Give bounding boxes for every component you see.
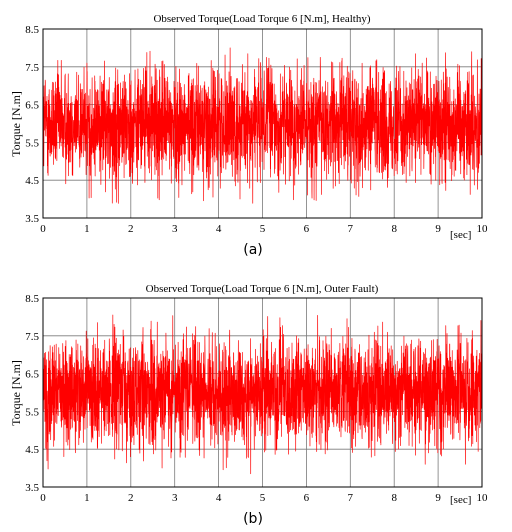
x-tick-label: 8 xyxy=(391,492,397,504)
x-axis-unit-a: [sec] xyxy=(450,229,471,241)
y-tick-label: 8.5 xyxy=(25,293,39,305)
x-tick-label: 0 xyxy=(40,223,46,235)
x-tick-label: 7 xyxy=(348,492,354,504)
x-tick-label: 1 xyxy=(84,223,90,235)
y-tick-label: 7.5 xyxy=(25,331,39,343)
y-tick-label: 6.5 xyxy=(25,369,39,381)
x-tick-label: 0 xyxy=(40,492,46,504)
y-tick-label: 5.5 xyxy=(25,406,39,418)
y-tick-label: 6.5 xyxy=(25,100,39,112)
y-tick-label: 8.5 xyxy=(25,24,39,36)
panel-a: Observed Torque(Load Torque 6 [N.m], Hea… xyxy=(9,13,488,258)
y-tick-label: 4.5 xyxy=(25,444,39,456)
x-tick-label: 6 xyxy=(304,223,310,235)
chart-title-a: Observed Torque(Load Torque 6 [N.m], Hea… xyxy=(153,13,370,25)
caption-a: (a) xyxy=(243,242,263,258)
x-tick-label: 10 xyxy=(477,492,489,504)
signal-b xyxy=(42,314,483,475)
x-tick-label: 3 xyxy=(172,223,178,235)
x-ticks-a: 0 1 2 3 4 5 6 7 8 9 10 xyxy=(40,223,488,235)
signal-a xyxy=(42,47,483,204)
x-tick-label: 8 xyxy=(391,223,397,235)
x-tick-label: 9 xyxy=(435,492,441,504)
y-tick-label: 5.5 xyxy=(25,137,39,149)
x-tick-label: 10 xyxy=(477,223,489,235)
x-tick-label: 5 xyxy=(260,223,266,235)
x-tick-label: 6 xyxy=(304,492,310,504)
axes-frame-a xyxy=(42,28,483,219)
x-ticks-b: 0 1 2 3 4 5 6 7 8 9 10 xyxy=(40,492,488,504)
x-tick-label: 2 xyxy=(128,492,134,504)
y-tick-label: 7.5 xyxy=(25,62,39,74)
y-tick-label: 3.5 xyxy=(25,482,39,494)
y-tick-label: 4.5 xyxy=(25,175,39,187)
axes-frame-b xyxy=(42,297,483,488)
y-axis-label-a: Torque [N.m] xyxy=(9,91,23,157)
x-axis-unit-b: [sec] xyxy=(450,494,471,506)
chart-title-b: Observed Torque(Load Torque 6 [N.m], Out… xyxy=(146,283,379,295)
y-axis-label-b: Torque [N.m] xyxy=(9,360,23,426)
x-tick-label: 4 xyxy=(216,223,222,235)
y-ticks-b: 3.5 4.5 5.5 6.5 7.5 8.5 xyxy=(25,293,39,494)
x-tick-label: 4 xyxy=(216,492,222,504)
series-line xyxy=(42,314,483,475)
x-tick-label: 9 xyxy=(435,223,441,235)
x-tick-label: 1 xyxy=(84,492,90,504)
caption-b: (b) xyxy=(243,511,263,527)
x-tick-label: 2 xyxy=(128,223,134,235)
y-tick-label: 3.5 xyxy=(25,213,39,225)
y-ticks-a: 3.5 4.5 5.5 6.5 7.5 8.5 xyxy=(25,24,39,225)
panel-b: Observed Torque(Load Torque 6 [N.m], Out… xyxy=(9,283,488,527)
x-tick-label: 5 xyxy=(260,492,266,504)
x-tick-label: 7 xyxy=(348,223,354,235)
series-line xyxy=(42,47,483,204)
x-tick-label: 3 xyxy=(172,492,178,504)
